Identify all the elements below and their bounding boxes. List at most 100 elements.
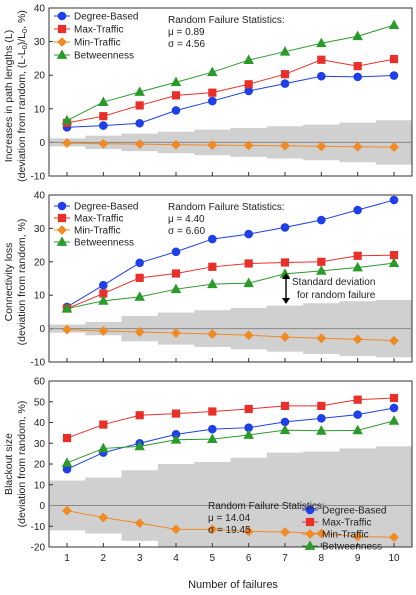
data-point [280,223,290,232]
data-point [170,283,182,294]
data-point [134,139,145,149]
data-point [62,324,72,335]
data-point [170,76,182,87]
y-tick-label: 30 [34,37,46,48]
data-point [98,442,109,453]
stats-title: Random Failure Statistics: [168,15,285,26]
data-point [353,410,362,419]
data-point [98,512,109,523]
data-point [135,101,144,110]
legend-marker [57,37,67,47]
stats-sigma: σ = 6.60 [168,226,205,237]
annotation-line2: for random failure [297,290,376,301]
std-band-step [375,446,413,547]
data-point [389,195,399,205]
data-point [207,278,218,289]
y-tick-label: -10 [31,522,46,533]
data-point [352,334,363,345]
x-tick-label: 7 [282,553,288,564]
series-line [66,199,395,308]
plot-frame [48,194,413,363]
legend-marker [56,236,68,246]
legend: Degree-BasedMax-TrafficMin-TrafficBetwee… [302,506,386,553]
data-point [208,407,217,416]
data-point [244,229,253,239]
data-point [171,328,181,338]
stats-sigma: σ = 4.56 [168,39,205,50]
y-tick-label: 40 [34,191,46,202]
series-line [66,75,395,128]
y-tick-label: 60 [34,377,46,388]
stats-mu: μ = 0.89 [168,27,205,38]
data-point [352,30,363,41]
y-tick-label: 0 [39,501,45,512]
data-point [317,55,326,64]
data-point [389,335,399,346]
data-point [316,333,327,344]
data-point [352,141,363,152]
legend-label: Betweenness [322,542,382,553]
data-point [280,417,290,427]
data-point [135,273,144,282]
random-failure-stats: Random Failure Statistics: μ = 0.89 σ = … [168,15,285,50]
series-line [66,142,395,148]
data-point [389,532,399,543]
series-line [66,420,395,464]
legend: Degree-BasedMax-TrafficMin-TrafficBetwee… [54,202,138,249]
data-point [135,118,144,128]
data-point [171,91,181,100]
data-point [243,526,254,537]
x-tick-label: 10 [388,553,400,564]
legend-marker [304,540,316,550]
data-point [171,409,181,418]
series-line [66,262,395,310]
legend-marker [57,213,67,223]
legend: Degree-BasedMax-TrafficMin-TrafficBetwee… [54,12,138,62]
stats-mu: μ = 14.04 [208,513,251,524]
annotation-line1: Standard deviation [292,277,375,288]
data-point [207,524,218,535]
data-point [207,433,218,443]
data-point [171,524,181,535]
y-tick-label: 20 [34,460,46,471]
legend-label: Degree-Based [322,506,386,517]
legend-label: Max-Traffic [74,214,123,225]
series-line [66,407,395,470]
data-point [208,262,217,271]
y-tick-label: 40 [34,418,46,429]
stats-mu: μ = 4.40 [168,214,205,225]
stats-title: Random Failure Statistics: [208,501,325,512]
data-point [353,205,362,215]
data-point [317,71,326,81]
y-tick-label: 10 [34,291,46,302]
data-point [388,19,400,30]
y-tick-label: 10 [34,104,46,115]
data-point [316,37,327,48]
legend-marker [305,505,315,515]
legend-label: Betweenness [74,238,134,249]
data-point [353,72,362,82]
data-point [316,141,327,152]
std-dev-annotation: Standard deviation for random failure [282,273,376,304]
series-line [66,329,395,342]
data-point [171,247,181,257]
std-band-step [339,448,377,547]
legend-marker [57,201,67,211]
data-point [62,433,72,443]
stats-title: Random Failure Statistics: [168,202,285,213]
x-tick-label: 9 [355,553,361,564]
data-point [171,269,181,278]
data-point [134,86,145,96]
data-point [98,326,109,336]
data-point [207,140,218,150]
data-point [135,258,144,268]
data-point [134,518,145,529]
x-tick-label: 6 [246,553,252,564]
data-point [208,234,217,244]
data-point [99,121,108,130]
y-tick-label: 0 [39,138,45,149]
data-point [99,420,108,429]
series-line [66,397,395,439]
data-point [98,295,109,305]
legend-marker [57,11,67,21]
